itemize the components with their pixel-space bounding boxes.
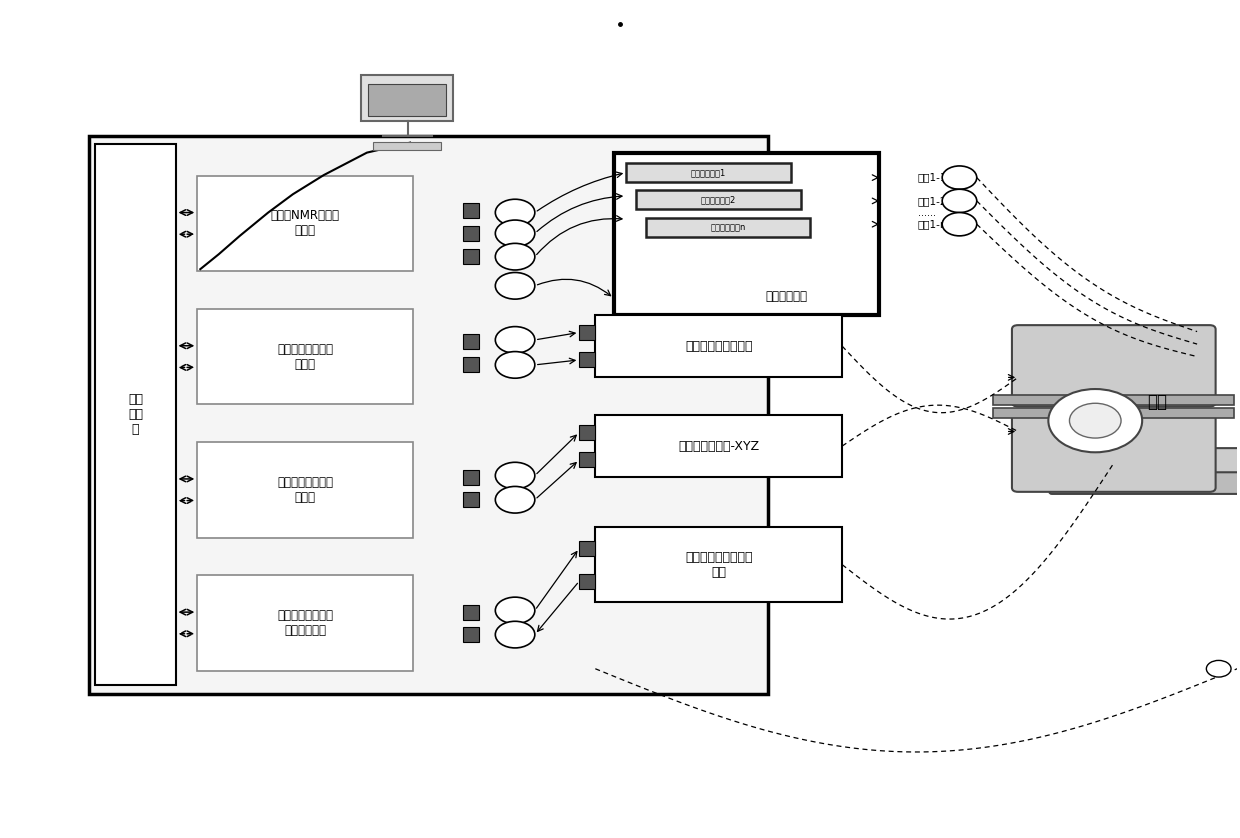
Circle shape xyxy=(495,199,534,226)
FancyBboxPatch shape xyxy=(579,325,595,340)
FancyBboxPatch shape xyxy=(197,175,413,272)
FancyBboxPatch shape xyxy=(464,627,480,642)
Circle shape xyxy=(942,213,977,235)
FancyBboxPatch shape xyxy=(579,453,595,468)
FancyBboxPatch shape xyxy=(464,492,480,507)
FancyBboxPatch shape xyxy=(464,249,480,264)
FancyBboxPatch shape xyxy=(464,334,480,349)
FancyBboxPatch shape xyxy=(595,315,842,377)
FancyBboxPatch shape xyxy=(1049,473,1240,494)
Text: 接收前端模块1: 接收前端模块1 xyxy=(691,168,727,177)
FancyBboxPatch shape xyxy=(368,85,446,116)
FancyBboxPatch shape xyxy=(464,204,480,219)
Text: 接收前端单元: 接收前端单元 xyxy=(765,290,807,303)
FancyBboxPatch shape xyxy=(579,541,595,556)
FancyBboxPatch shape xyxy=(579,425,595,440)
Circle shape xyxy=(1048,389,1142,453)
Circle shape xyxy=(495,220,534,246)
Text: 数字化磁体管理及
患者监控单元: 数字化磁体管理及 患者监控单元 xyxy=(278,609,334,637)
FancyBboxPatch shape xyxy=(626,163,791,182)
Text: 接收前端模块n: 接收前端模块n xyxy=(711,223,746,232)
FancyBboxPatch shape xyxy=(1054,448,1240,478)
Circle shape xyxy=(495,486,534,513)
FancyBboxPatch shape xyxy=(1012,411,1215,492)
FancyBboxPatch shape xyxy=(993,408,1234,418)
FancyBboxPatch shape xyxy=(197,308,413,405)
FancyBboxPatch shape xyxy=(464,357,480,372)
Circle shape xyxy=(495,272,534,299)
FancyBboxPatch shape xyxy=(614,153,879,315)
Text: 专用
计算
机: 专用 计算 机 xyxy=(128,393,143,437)
Text: 频道1-n: 频道1-n xyxy=(918,220,947,230)
Circle shape xyxy=(1069,403,1121,438)
FancyBboxPatch shape xyxy=(579,353,595,367)
FancyBboxPatch shape xyxy=(373,142,441,150)
Text: 数字射频功率放大器: 数字射频功率放大器 xyxy=(684,339,753,353)
Circle shape xyxy=(1207,660,1231,677)
FancyBboxPatch shape xyxy=(579,574,595,588)
FancyBboxPatch shape xyxy=(993,395,1234,405)
FancyBboxPatch shape xyxy=(197,575,413,670)
Circle shape xyxy=(942,166,977,189)
Text: 数字梯度放大器-XYZ: 数字梯度放大器-XYZ xyxy=(678,440,759,453)
Circle shape xyxy=(495,243,534,270)
FancyBboxPatch shape xyxy=(95,144,176,685)
FancyBboxPatch shape xyxy=(197,442,413,538)
Text: 频道1-2: 频道1-2 xyxy=(918,196,947,206)
Circle shape xyxy=(495,463,534,489)
FancyBboxPatch shape xyxy=(361,75,454,121)
FancyBboxPatch shape xyxy=(595,527,842,603)
FancyBboxPatch shape xyxy=(646,218,811,236)
FancyBboxPatch shape xyxy=(636,190,801,210)
Text: 线圈: 线圈 xyxy=(1147,393,1167,411)
FancyBboxPatch shape xyxy=(89,136,768,694)
Circle shape xyxy=(942,189,977,213)
Text: 数字化射频激励发
送单元: 数字化射频激励发 送单元 xyxy=(278,343,334,370)
Text: 数字化NMR信号接
收单元: 数字化NMR信号接 收单元 xyxy=(270,210,340,237)
Text: 接收前端模块2: 接收前端模块2 xyxy=(701,195,737,204)
Text: 数字化梯度波形发
送单元: 数字化梯度波形发 送单元 xyxy=(278,476,334,504)
Text: 磁体管理及患者监控
前端: 磁体管理及患者监控 前端 xyxy=(684,551,753,579)
Circle shape xyxy=(495,597,534,623)
FancyBboxPatch shape xyxy=(464,605,480,619)
FancyBboxPatch shape xyxy=(464,226,480,241)
Text: 频道1-1: 频道1-1 xyxy=(918,173,947,183)
FancyBboxPatch shape xyxy=(1012,325,1215,406)
FancyBboxPatch shape xyxy=(464,470,480,484)
Circle shape xyxy=(495,621,534,648)
Circle shape xyxy=(495,327,534,354)
Circle shape xyxy=(495,352,534,378)
Text: ......: ...... xyxy=(918,208,935,218)
FancyBboxPatch shape xyxy=(595,415,842,478)
